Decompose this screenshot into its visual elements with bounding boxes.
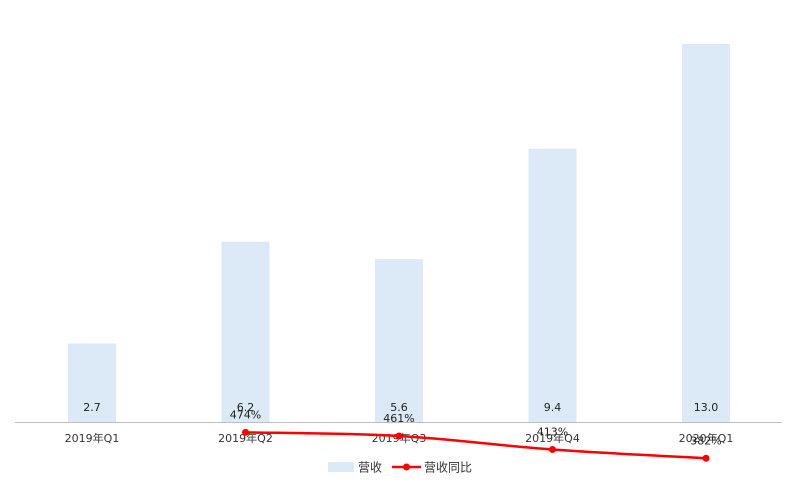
bar-value-label: 2.7 [83,401,101,414]
bar [528,148,577,422]
bar [682,44,730,422]
bar [221,241,270,422]
bars-layer [68,44,730,422]
bar-value-label: 9.4 [544,401,562,414]
bar-value-label: 5.6 [390,401,408,414]
legend-label-revenue: 营收 [358,461,382,475]
yoy-series-line [245,431,707,460]
bar [68,343,116,422]
x-tick-label: 2019年Q4 [525,431,580,445]
yoy-point [395,432,403,440]
yoy-point [702,454,710,462]
bar [375,259,423,422]
bar-value-label: 6.2 [237,401,255,414]
yoy-value-label: 461% [383,412,414,425]
yoy-value-label: 474% [230,408,261,421]
yoy-value-label: 413% [537,426,568,439]
data-labels: 2.7 6.2 5.6 9.4 13.0 474% 461% 413% 382% [83,401,721,447]
x-tick-labels: 2019年Q12019年Q22019年Q32019年Q42020年Q1 [65,431,734,445]
x-tick-label: 2020年Q1 [679,431,734,445]
legend-label-yoy: 营收同比 [424,461,472,475]
yoy-point [242,428,249,436]
line-layer [242,428,710,462]
legend-swatch-yoy-marker [403,463,410,471]
x-tick-label: 2019年Q1 [65,431,120,445]
yoy-point [549,446,556,454]
yoy-value-label: 382% [690,434,721,447]
bar-value-label: 13.0 [694,401,719,414]
legend: 营收 营收同比 [328,461,472,475]
legend-swatch-revenue [328,462,354,472]
x-tick-label: 2019年Q2 [218,431,273,445]
